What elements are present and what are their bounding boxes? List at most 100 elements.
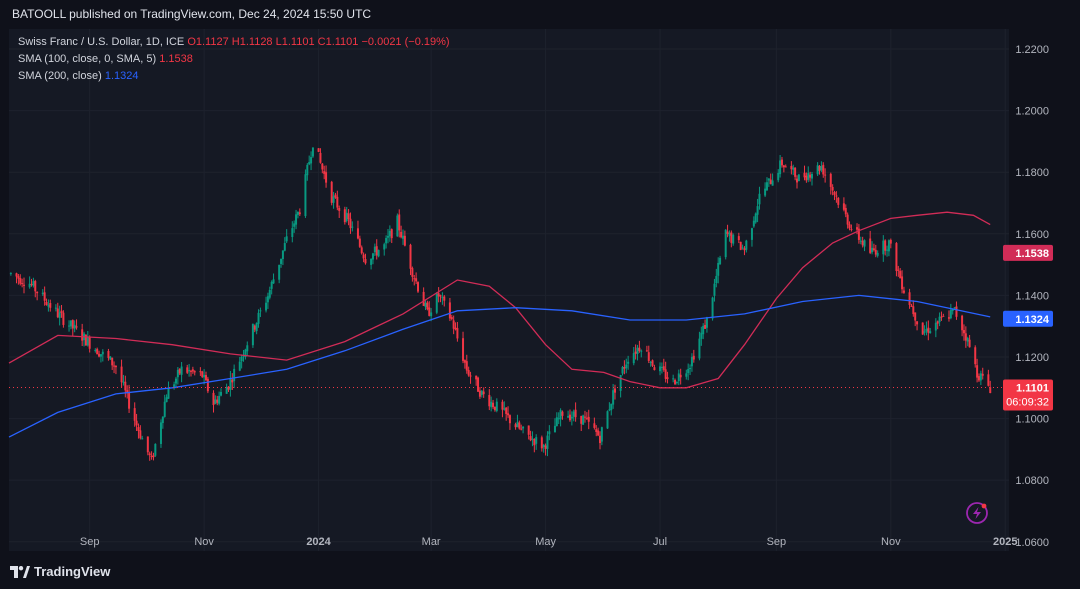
candle-body [488, 394, 491, 407]
tradingview-logo[interactable]: TradingView [10, 564, 110, 579]
candle-body [154, 443, 157, 456]
candle-body [540, 437, 543, 449]
candle-body [869, 238, 872, 253]
sma100-label: SMA (100, close, 0, SMA, 5) [18, 53, 157, 65]
candle-body [938, 316, 941, 323]
candle-body [897, 269, 900, 271]
candle-body [544, 445, 547, 449]
sma200-value: 1.1324 [104, 70, 139, 82]
candle-body [94, 349, 97, 351]
candle-body [784, 166, 787, 168]
candle-body [398, 214, 401, 231]
candle-body [704, 324, 707, 329]
candle-body [912, 306, 915, 315]
candle-body [756, 206, 759, 215]
candle-body [21, 283, 24, 285]
candle-body [782, 165, 785, 168]
candle-body [675, 382, 678, 384]
candle-body [507, 413, 510, 416]
candle-body [659, 366, 662, 372]
candle-body [687, 368, 690, 374]
x-tick-label: 2025 [993, 536, 1017, 548]
candle-body [503, 408, 506, 410]
candle-body [49, 303, 52, 308]
candle-body [672, 378, 675, 380]
candle-body [456, 328, 459, 339]
candle-body [413, 278, 416, 280]
candle-body [927, 327, 930, 333]
candles [9, 147, 992, 461]
candle-body [204, 375, 207, 381]
candle-body [835, 195, 838, 197]
candle-body [227, 386, 230, 390]
legend-sma100-row[interactable]: SMA (100, close, 0, SMA, 5) 1.1538 [18, 51, 450, 68]
candle-body [17, 276, 20, 279]
candle-body [308, 162, 311, 165]
symbol-label[interactable]: Swiss Franc / U.S. Dollar, 1D, ICE [18, 36, 185, 48]
candle-body [141, 438, 144, 440]
candle-body [390, 229, 393, 239]
candle-body [251, 324, 254, 346]
candle-body [161, 416, 164, 424]
candle-body [582, 415, 585, 425]
candle-body [492, 402, 495, 408]
candle-body [934, 322, 937, 331]
candle-body [846, 214, 849, 225]
candle-body [666, 377, 669, 380]
candle-body [139, 430, 142, 439]
candle-body [435, 293, 438, 313]
candle-body [409, 244, 412, 269]
candle-body [347, 213, 350, 219]
candle-body [884, 240, 887, 251]
x-tick-label: Jul [653, 536, 667, 548]
candle-body [514, 424, 517, 428]
candle-body [619, 375, 622, 391]
x-tick-label: Nov [881, 536, 901, 548]
candle-body [600, 427, 603, 442]
candle-body [559, 410, 562, 420]
candle-body [186, 367, 189, 373]
chart-panel[interactable] [9, 29, 1009, 551]
candle-body [638, 347, 641, 351]
candle-body [942, 315, 945, 317]
candle-body [833, 192, 836, 195]
candle-body [886, 249, 889, 251]
candle-body [137, 427, 140, 431]
candle-body [777, 172, 780, 181]
sma200-badge: 1.1324 [1015, 314, 1050, 326]
candle-body [454, 327, 457, 330]
candle-body [535, 437, 538, 444]
candle-body [625, 364, 628, 369]
top-bar: BATOOLL published on TradingView.com, De… [0, 0, 1080, 28]
candle-body [726, 231, 729, 234]
candle-body [953, 307, 956, 309]
candle-body [96, 348, 99, 355]
candle-body [411, 268, 414, 277]
candle-body [191, 369, 194, 372]
candle-body [750, 228, 753, 240]
candle-body [737, 236, 740, 241]
lightning-icon[interactable] [966, 502, 988, 524]
candle-body [244, 349, 247, 358]
candle-body [225, 387, 228, 394]
candle-body [583, 416, 586, 418]
candle-body [690, 356, 693, 367]
candle-body [216, 399, 219, 403]
candle-body [360, 247, 363, 254]
candle-body [165, 397, 168, 403]
candle-body [610, 403, 613, 411]
candle-body [495, 401, 498, 411]
candle-body [859, 240, 862, 242]
candle-body [807, 173, 810, 180]
legend-sma200-row[interactable]: SMA (200, close) 1.1324 [18, 68, 450, 85]
candle-body [794, 167, 797, 177]
candle-body [111, 357, 114, 366]
candle-body [467, 370, 470, 376]
candle-body [356, 228, 359, 239]
candle-body [214, 399, 217, 404]
candle-body [426, 302, 429, 310]
candle-body [120, 366, 123, 383]
candle-body [15, 273, 18, 277]
candle-body [443, 296, 446, 301]
